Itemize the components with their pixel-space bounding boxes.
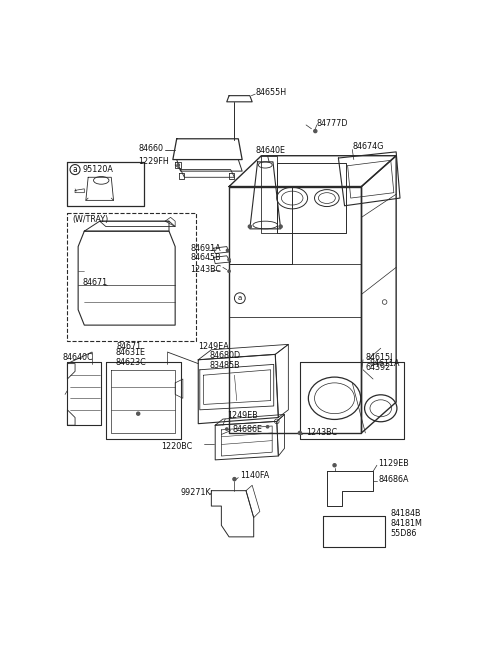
Circle shape <box>228 258 230 261</box>
Text: 84640C: 84640C <box>63 353 94 362</box>
Text: 84691A: 84691A <box>191 243 221 253</box>
Text: 84686A: 84686A <box>378 475 409 483</box>
Circle shape <box>279 225 282 228</box>
Text: a: a <box>72 165 77 174</box>
Text: 84680D: 84680D <box>209 352 240 360</box>
Text: 84631E: 84631E <box>115 348 145 357</box>
Text: 84181M: 84181M <box>391 520 422 528</box>
Text: 84777D: 84777D <box>317 119 348 128</box>
Text: 99271K: 99271K <box>180 489 211 497</box>
Text: 95120A: 95120A <box>83 165 114 174</box>
Text: 1229FH: 1229FH <box>138 157 169 167</box>
Circle shape <box>266 426 269 428</box>
Text: 84184B: 84184B <box>391 509 421 518</box>
Text: 1140FA: 1140FA <box>240 471 269 480</box>
Text: (W/TRAY): (W/TRAY) <box>72 215 108 224</box>
Text: 84645B: 84645B <box>191 253 221 262</box>
Circle shape <box>299 432 301 434</box>
Text: 84674G: 84674G <box>352 142 384 151</box>
Text: 84611A: 84611A <box>369 359 400 368</box>
Text: 84655H: 84655H <box>255 88 287 97</box>
Text: 1249EB: 1249EB <box>227 411 257 420</box>
Text: 83485B: 83485B <box>209 361 240 370</box>
Circle shape <box>233 478 236 481</box>
Circle shape <box>226 428 228 430</box>
Text: 55D86: 55D86 <box>391 529 417 539</box>
Text: 84660: 84660 <box>138 144 163 152</box>
Circle shape <box>333 464 336 467</box>
Text: 84623C: 84623C <box>115 358 146 367</box>
Circle shape <box>227 249 228 252</box>
Text: 64392: 64392 <box>365 363 391 372</box>
Text: 84671: 84671 <box>83 278 108 287</box>
Text: 84640E: 84640E <box>255 146 285 155</box>
Text: 1220BC: 1220BC <box>161 442 192 451</box>
Circle shape <box>248 225 252 228</box>
Circle shape <box>177 164 180 166</box>
Text: a: a <box>238 295 242 301</box>
Text: 1129EB: 1129EB <box>378 459 409 468</box>
Text: 84686E: 84686E <box>232 424 262 434</box>
Text: 1249EA: 1249EA <box>198 342 229 351</box>
Text: 84671: 84671 <box>116 342 142 351</box>
Circle shape <box>228 270 230 272</box>
Text: 1243BC: 1243BC <box>306 428 337 438</box>
Circle shape <box>314 129 317 133</box>
Text: 84615J: 84615J <box>365 353 393 362</box>
Circle shape <box>137 412 140 415</box>
Text: 1243BC: 1243BC <box>191 265 222 274</box>
